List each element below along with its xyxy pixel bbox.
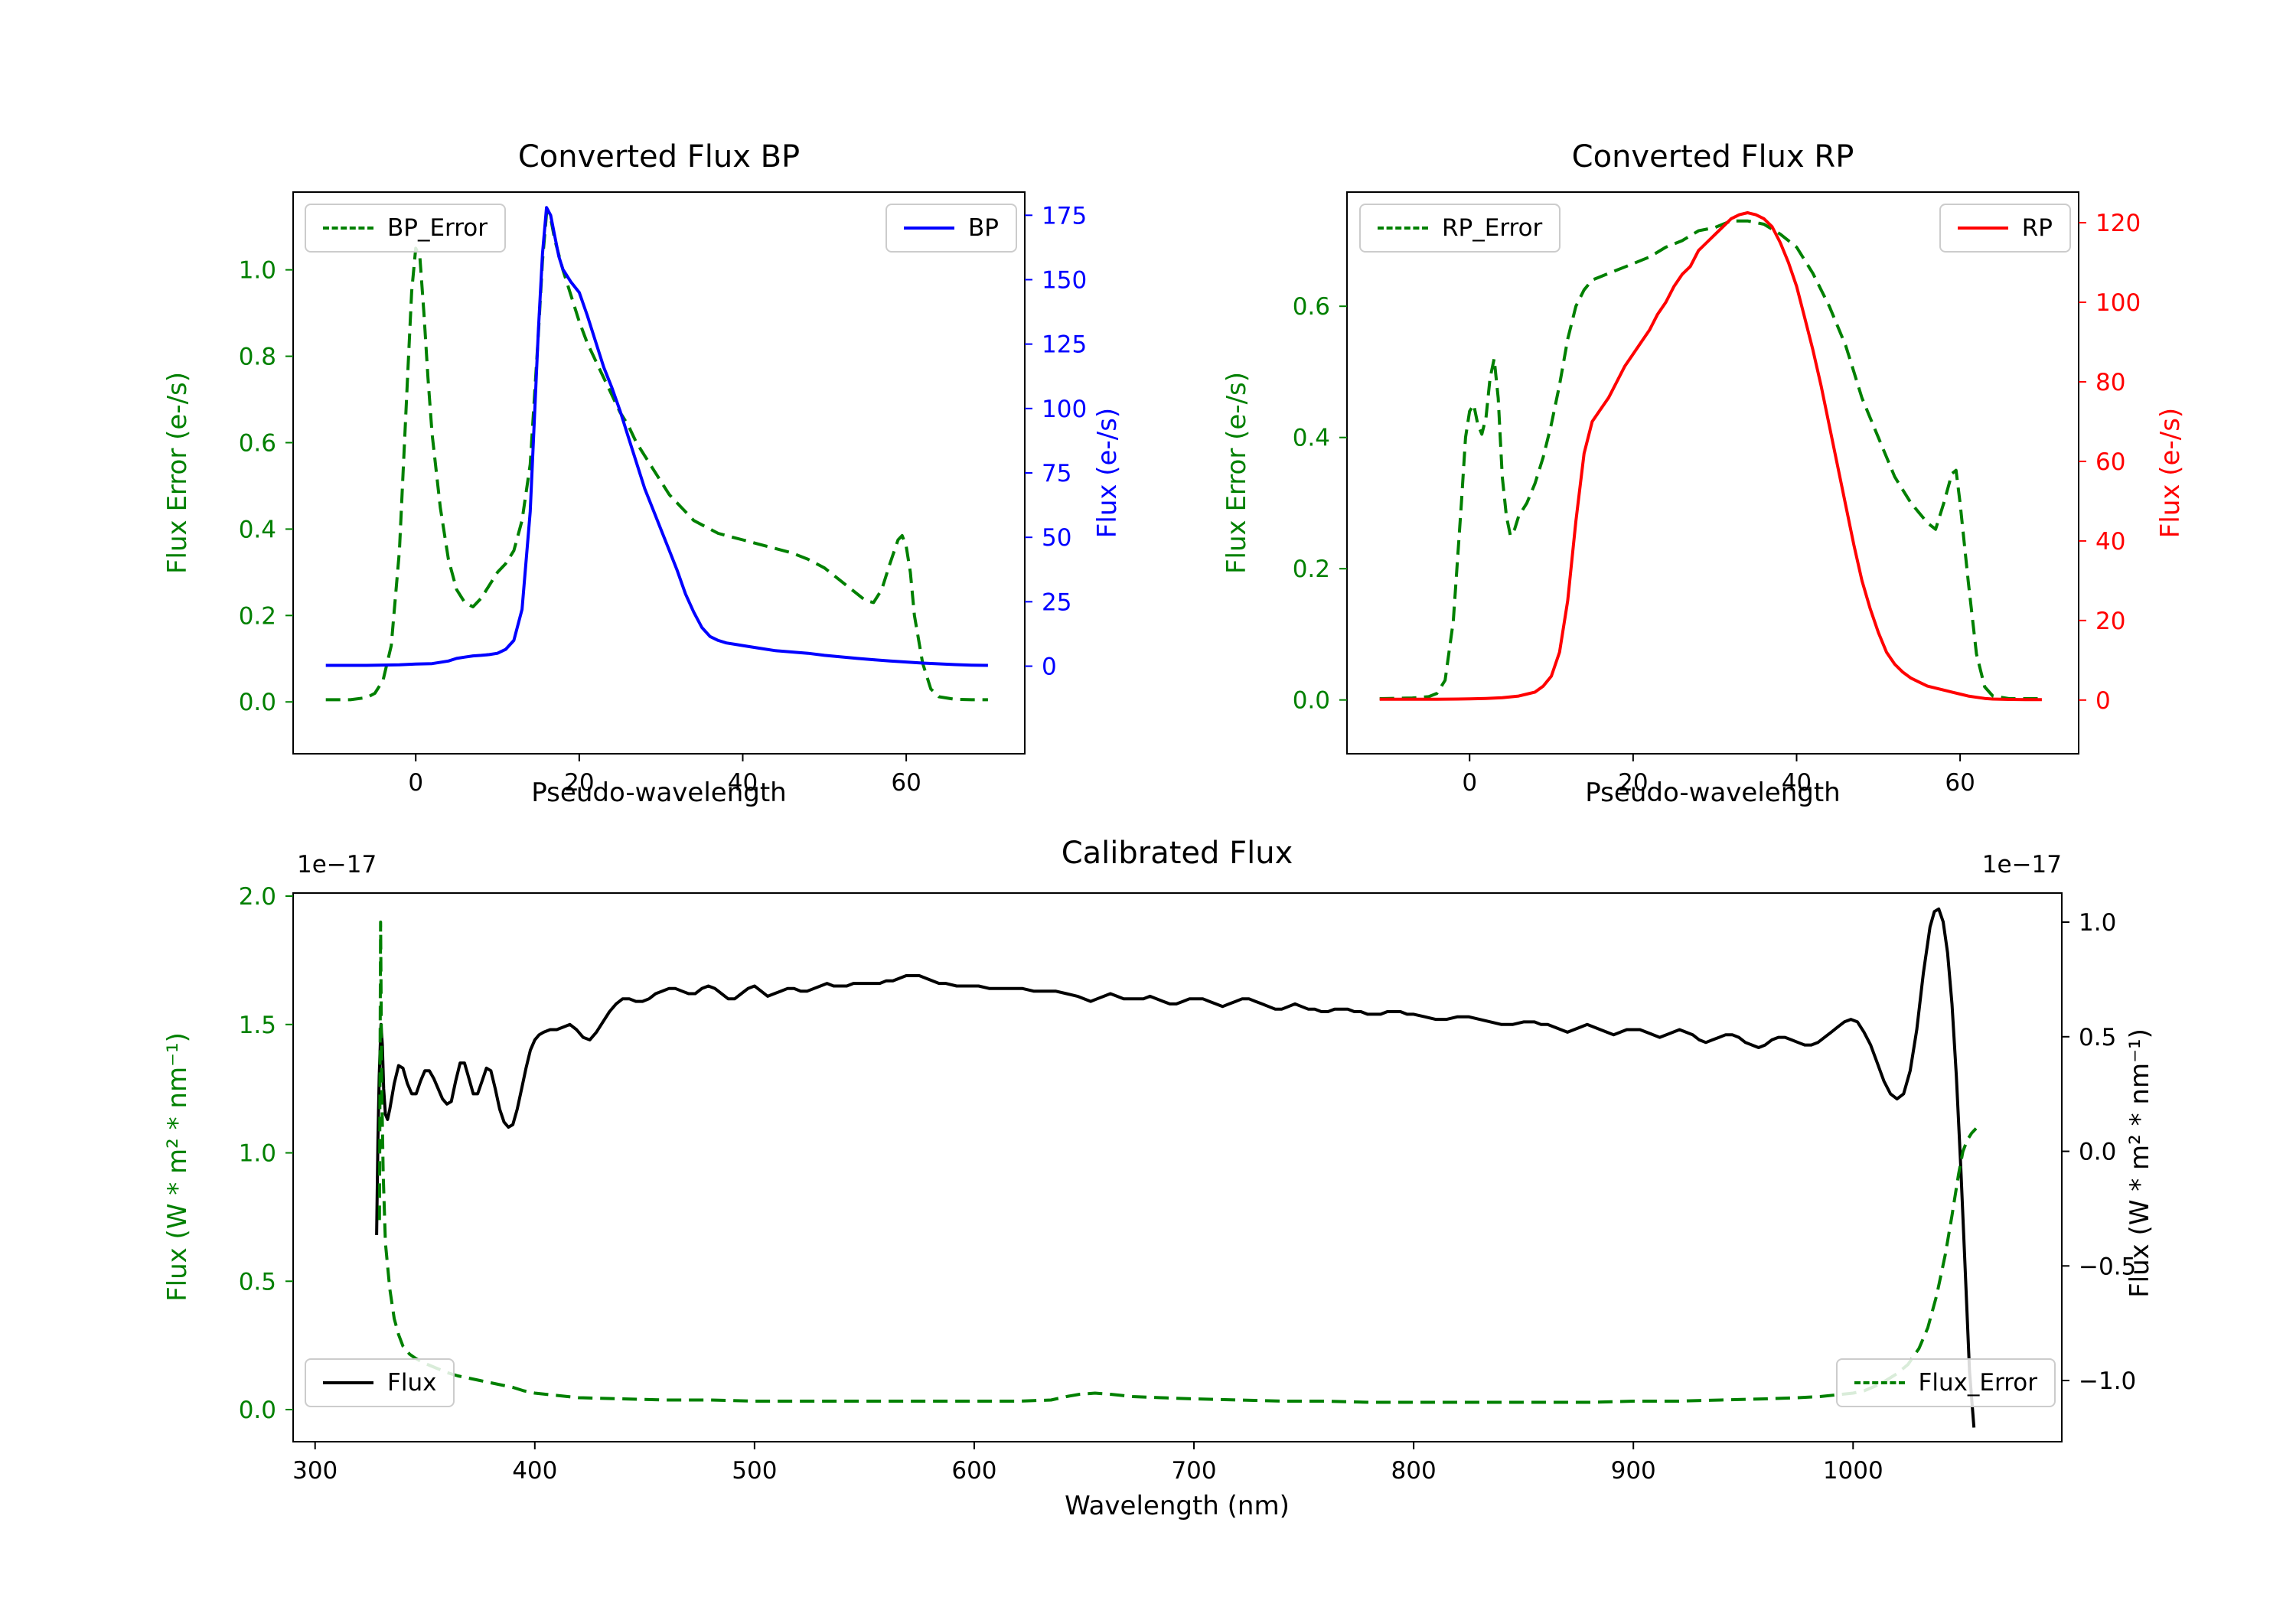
svg-text:0.8: 0.8 (239, 344, 276, 371)
svg-text:0.0: 0.0 (239, 1397, 276, 1424)
svg-text:700: 700 (1171, 1457, 1216, 1485)
legend-bp: BP (885, 204, 1017, 253)
svg-text:−1.0: −1.0 (2079, 1367, 2136, 1395)
svg-text:20: 20 (2095, 608, 2125, 635)
legend-label: RP_Error (1442, 214, 1543, 242)
legend-label: RP (2021, 214, 2053, 242)
svg-text:0.5: 0.5 (239, 1268, 276, 1296)
svg-text:20: 20 (564, 769, 594, 797)
svg-text:0.2: 0.2 (239, 602, 276, 630)
svg-text:100: 100 (1042, 396, 1087, 423)
svg-text:0: 0 (2095, 687, 2111, 715)
legend-line-dashed-icon (1854, 1381, 1905, 1384)
svg-text:75: 75 (1042, 460, 1071, 487)
svg-text:600: 600 (951, 1457, 996, 1485)
calibrated-chart-title: Calibrated Flux (1061, 836, 1293, 871)
rp-chart-title: Converted Flux RP (1571, 139, 1854, 174)
bp-chart-title: Converted Flux BP (517, 139, 801, 174)
bp-right-yaxis-label: Flux (e-/s) (1092, 407, 1123, 539)
svg-text:800: 800 (1391, 1457, 1437, 1485)
legend-label: BP_Error (387, 214, 488, 242)
svg-text:300: 300 (292, 1457, 338, 1485)
legend-rp: RP (1939, 204, 2071, 253)
svg-text:20: 20 (1618, 769, 1648, 797)
svg-text:40: 40 (2095, 528, 2125, 556)
svg-text:100: 100 (2095, 289, 2141, 317)
legend-rp-error: RP_Error (1359, 204, 1561, 253)
svg-text:60: 60 (2095, 448, 2125, 476)
svg-text:900: 900 (1611, 1457, 1656, 1485)
svg-text:175: 175 (1042, 202, 1087, 230)
svg-text:40: 40 (728, 769, 758, 797)
legend-label: Flux (387, 1369, 437, 1397)
rp-xaxis-label: Pseudo-wavelength (1585, 777, 1841, 808)
svg-text:0.4: 0.4 (239, 516, 276, 543)
legend-line-dashed-icon (323, 227, 373, 230)
bp-xaxis-label: Pseudo-wavelength (531, 777, 787, 808)
svg-text:0.2: 0.2 (1293, 556, 1330, 583)
legend-label: BP (968, 214, 999, 242)
svg-text:40: 40 (1782, 769, 1812, 797)
svg-text:80: 80 (2095, 369, 2125, 396)
svg-text:60: 60 (1945, 769, 1975, 797)
legend-flux: Flux (305, 1358, 455, 1407)
calibrated-chart-canvas: 300 400 500 600 700 800 900 1000 0.0 0.5 1.0 1.5 2.0… (239, 883, 2137, 1485)
svg-text:60: 60 (891, 769, 921, 797)
svg-text:0.4: 0.4 (1293, 425, 1330, 452)
svg-text:1.0: 1.0 (239, 1140, 276, 1168)
svg-text:1.0: 1.0 (239, 257, 276, 285)
svg-text:150: 150 (1042, 266, 1087, 294)
svg-text:0.0: 0.0 (2079, 1139, 2116, 1166)
svg-text:0.5: 0.5 (2079, 1024, 2116, 1051)
svg-text:400: 400 (512, 1457, 557, 1485)
left-axis-offset-text: 1e−17 (297, 851, 377, 878)
rp-right-yaxis-label: Flux (e-/s) (2155, 407, 2186, 539)
legend-line-solid-icon (904, 227, 955, 230)
legend-line-solid-icon (1957, 227, 2008, 230)
svg-text:1000: 1000 (1823, 1457, 1883, 1485)
svg-text:500: 500 (732, 1457, 777, 1485)
svg-text:2.0: 2.0 (239, 883, 276, 911)
svg-text:0: 0 (1042, 654, 1057, 681)
svg-text:1.5: 1.5 (239, 1012, 276, 1039)
rp-chart-canvas: 0 20 40 60 0.0 0.2 0.4 0.6 0 20 40 60 80 100 120 (1293, 191, 2141, 797)
svg-text:0.6: 0.6 (239, 429, 276, 457)
bp-chart-canvas: 0 20 40 60 0.0 0.2 0.4 0.6 0.8 1.0 0 25 50 75 100 125 15… (239, 191, 1087, 797)
svg-text:120: 120 (2095, 210, 2141, 237)
svg-text:0.0: 0.0 (239, 689, 276, 716)
legend-flux-error: Flux_Error (1835, 1358, 2056, 1407)
svg-text:0.6: 0.6 (1293, 293, 1330, 321)
svg-text:−0.5: −0.5 (2079, 1253, 2136, 1280)
bp-left-yaxis-label: Flux Error (e-/s) (162, 371, 193, 575)
svg-text:0: 0 (1462, 769, 1477, 797)
svg-text:50: 50 (1042, 524, 1071, 552)
svg-text:25: 25 (1042, 588, 1071, 616)
calibrated-xaxis-label: Wavelength (nm) (1065, 1491, 1290, 1521)
calibrated-right-yaxis-label: Flux (W * m² * nm⁻¹) (2125, 1028, 2155, 1298)
calibrated-left-yaxis-label: Flux (W * m² * nm⁻¹) (162, 1032, 193, 1302)
rp-left-yaxis-label: Flux Error (e-/s) (1221, 371, 1252, 575)
svg-text:0.0: 0.0 (1293, 687, 1330, 715)
legend-label: Flux_Error (1918, 1369, 2038, 1397)
svg-text:0: 0 (408, 769, 423, 797)
svg-text:1.0: 1.0 (2079, 909, 2116, 937)
legend-line-solid-icon (323, 1381, 373, 1384)
right-axis-offset-text: 1e−17 (1981, 851, 2062, 878)
svg-text:125: 125 (1042, 331, 1087, 359)
legend-bp-error: BP_Error (305, 204, 507, 253)
legend-line-dashed-icon (1378, 227, 1428, 230)
